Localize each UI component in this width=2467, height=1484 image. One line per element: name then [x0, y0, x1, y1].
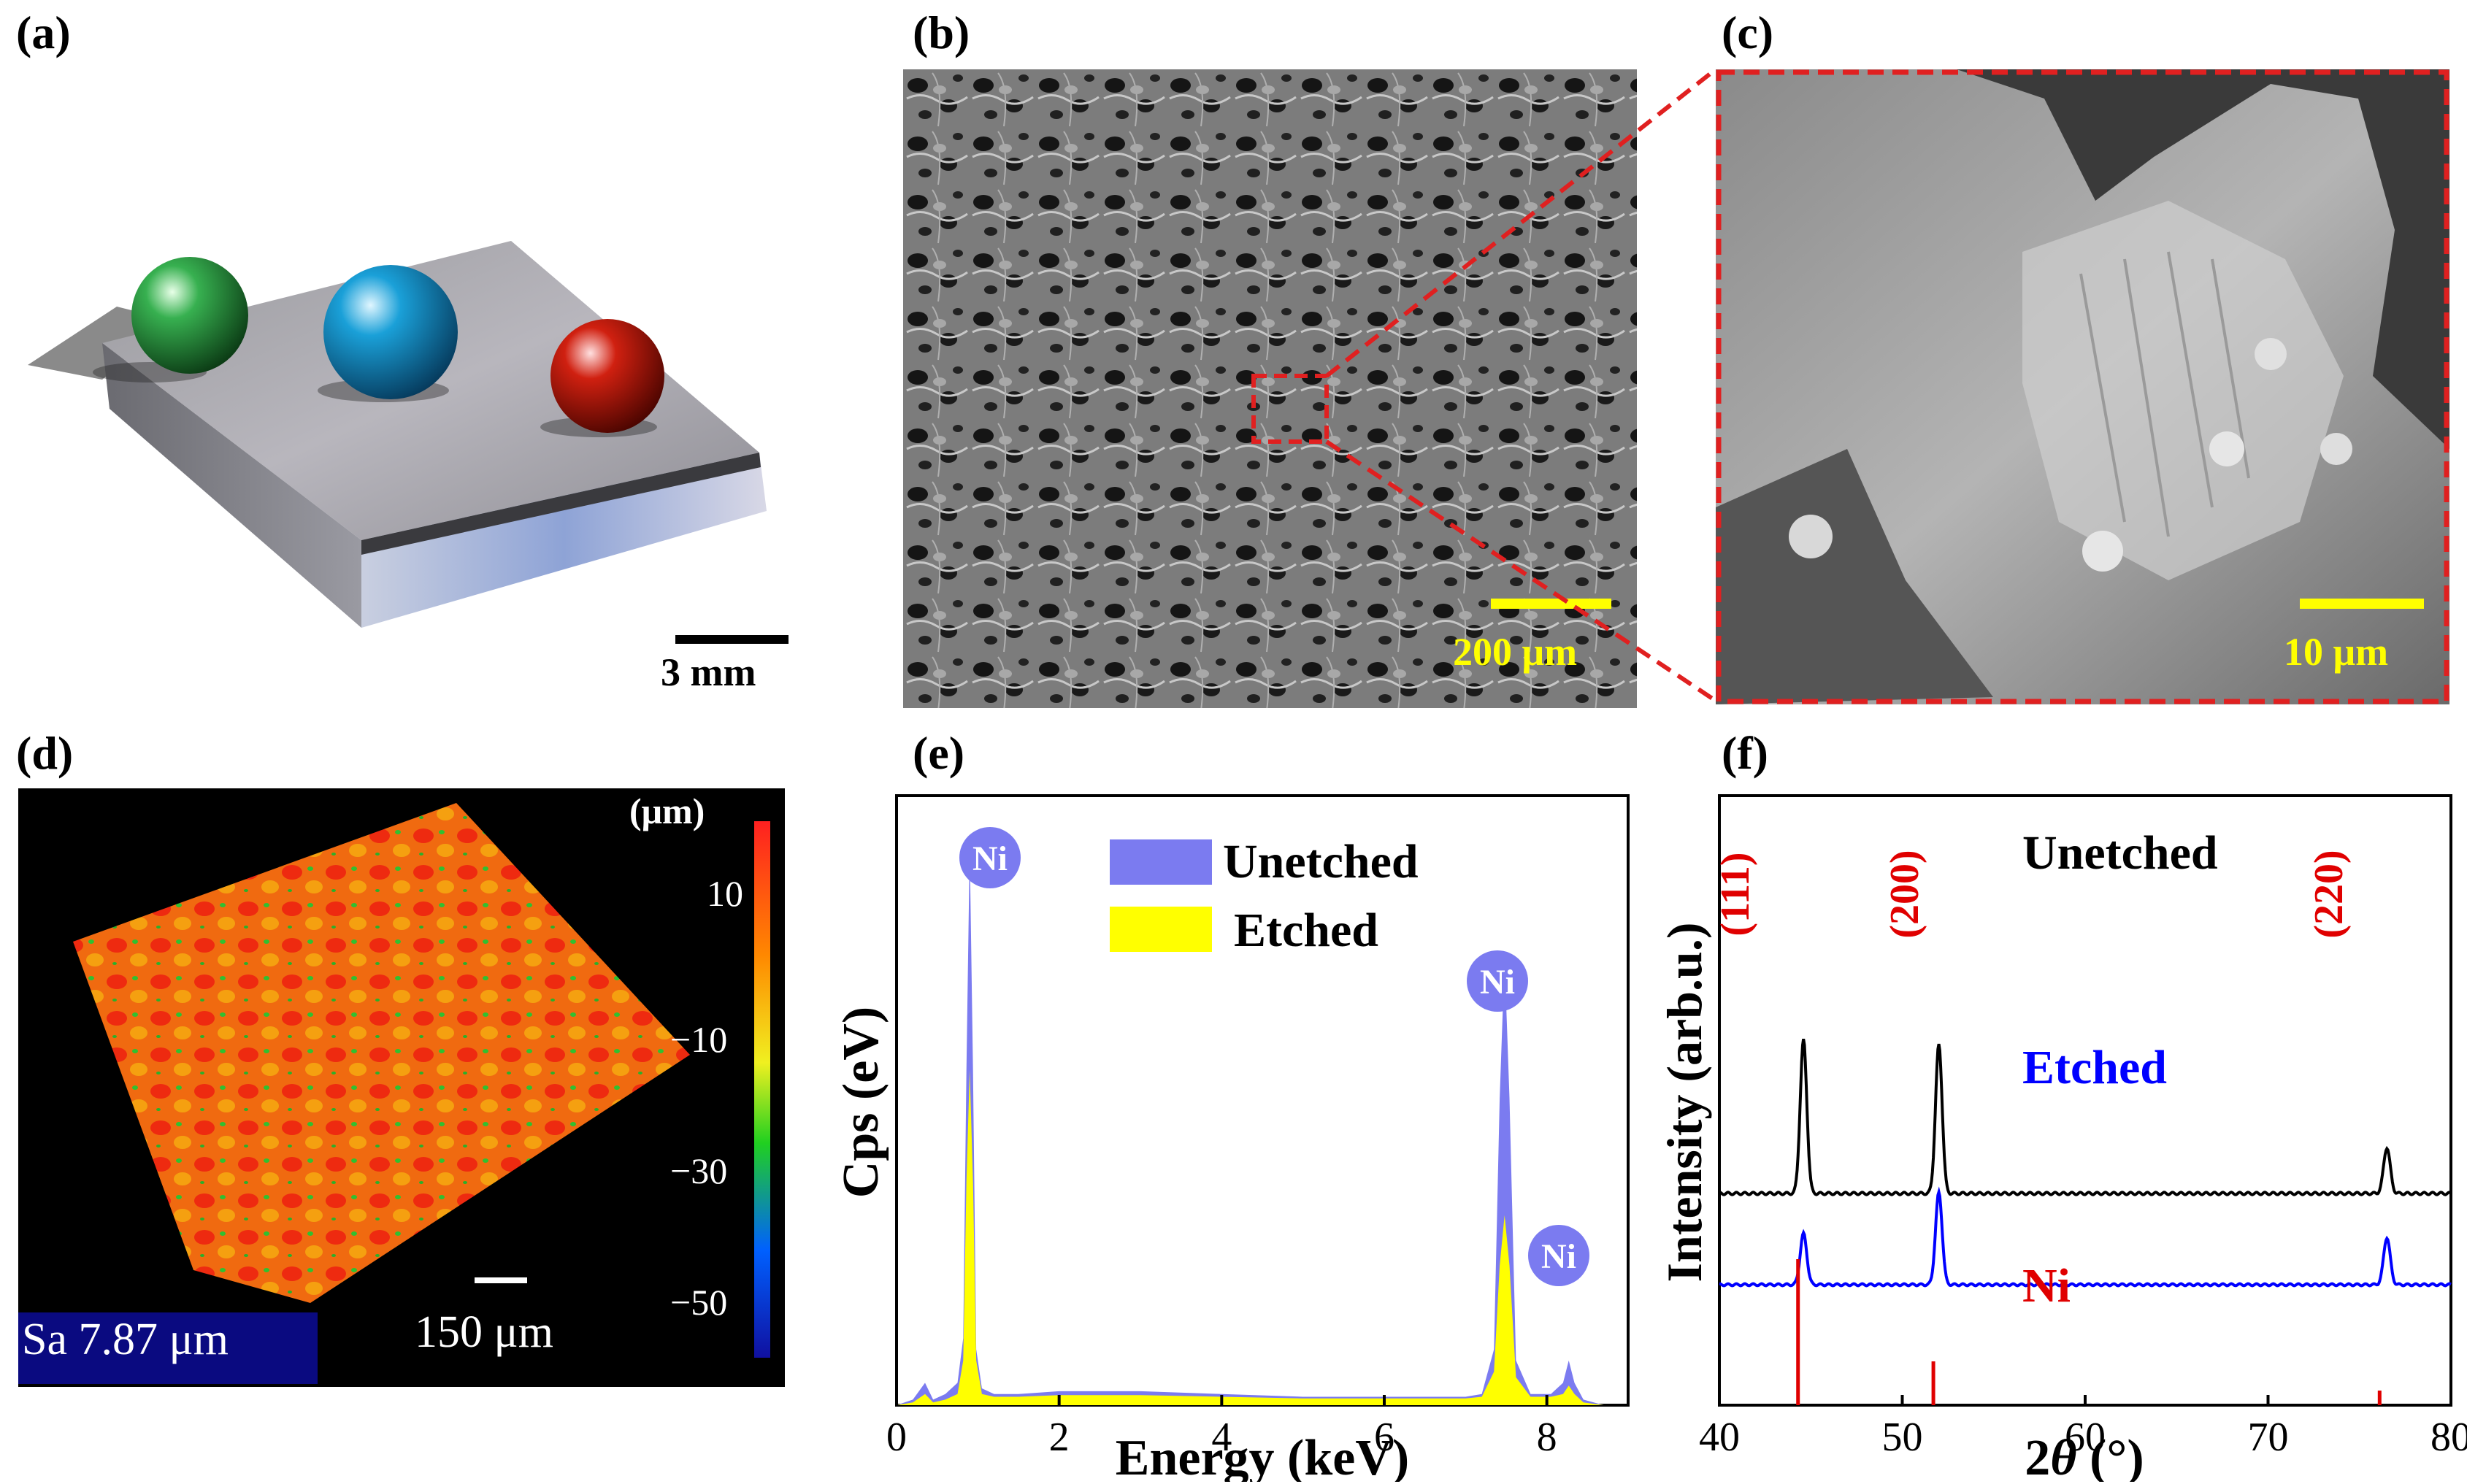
panel-label-e: (e)	[913, 727, 965, 779]
colorbar-tick: −30	[670, 1150, 728, 1191]
sample-photo	[28, 241, 789, 644]
panel-label-d: (d)	[16, 727, 74, 779]
sa-roughness-label: Sa 7.87 μm	[22, 1315, 229, 1364]
colorbar-tick: −50	[670, 1282, 728, 1323]
xrd-series-etched	[1719, 1186, 2452, 1288]
panel-label-f: (f)	[1722, 727, 1768, 779]
x-tick-label: 6	[1374, 1415, 1394, 1460]
panel-label-c: (c)	[1722, 7, 1774, 58]
scale-bar-label-a: 3 mm	[661, 650, 756, 694]
ni-peak-label: Ni	[1480, 963, 1515, 1001]
ni-peak-label: Ni	[972, 839, 1008, 878]
legend-label-unetched: Unetched	[1223, 835, 1419, 888]
x-tick-label: 60	[2065, 1415, 2106, 1460]
colorbar-unit: (μm)	[629, 791, 705, 831]
x-tick-label: 2	[1049, 1415, 1070, 1460]
sem-image-high-mag	[1716, 69, 2449, 704]
scale-bar-label-b: 200 μm	[1453, 630, 1578, 674]
xlabel-prefix: 2	[2025, 1430, 2050, 1482]
scale-bar-label-c: 10 μm	[2284, 630, 2389, 674]
miller-index-220: (220)	[2306, 850, 2352, 938]
legend-label-etched: Etched	[1234, 904, 1378, 957]
xrd-chart: 40 50 60 70 80 Unetched Etched Ni (111) (200…	[1657, 794, 2467, 1482]
xrd-series-unetched	[1719, 1038, 2452, 1196]
ni-peak-label: Ni	[1541, 1237, 1576, 1276]
xlabel-suffix: (°)	[2077, 1430, 2144, 1482]
x-tick-label: 0	[886, 1415, 907, 1460]
xrd-y-axis-label: Intensity (arb.u.)	[1657, 922, 1712, 1282]
xrd-x-axis-label: 2θ (°)	[2025, 1430, 2144, 1482]
legend-swatch-unetched	[1110, 839, 1212, 885]
colorbar-tick: −10	[670, 1019, 728, 1060]
scale-bar-label-d: 150 μm	[415, 1307, 553, 1357]
ni-peak-marker: Ni	[1467, 950, 1528, 1012]
series-label-unetched: Unetched	[2022, 826, 2218, 880]
x-tick-label: 4	[1211, 1415, 1232, 1460]
legend-swatch-etched	[1110, 907, 1212, 952]
x-tick-label: 70	[2248, 1415, 2289, 1460]
eds-series-etched	[897, 1070, 1628, 1405]
ni-peak-marker: Ni	[1528, 1225, 1589, 1286]
panel-label-b: (b)	[913, 7, 970, 58]
miller-index-200: (200)	[1882, 850, 1927, 938]
eds-chart: 0 2 4 6 8 Unetched Etched Energy (keV) Cps (…	[833, 794, 1630, 1482]
ni-peak-marker: Ni	[959, 827, 1021, 888]
sem-image-low-mag	[903, 69, 1637, 708]
miller-index-111: (111)	[1713, 852, 1758, 936]
x-tick-label: 40	[1699, 1415, 1740, 1460]
xlabel-theta: θ	[2050, 1430, 2076, 1482]
panel-label-a: (a)	[16, 7, 71, 58]
series-label-ni: Ni	[2022, 1259, 2071, 1312]
eds-x-axis-label: Energy (keV)	[1116, 1430, 1409, 1482]
series-label-etched: Etched	[2022, 1041, 2167, 1094]
eds-y-axis-label: Cps (eV)	[833, 1007, 889, 1198]
x-tick-label: 50	[1882, 1415, 1923, 1460]
colorbar-tick: 10	[707, 873, 743, 914]
x-tick-label: 80	[2430, 1415, 2467, 1460]
x-tick-label: 8	[1537, 1415, 1557, 1460]
profilometry-3d-map	[18, 788, 785, 1387]
